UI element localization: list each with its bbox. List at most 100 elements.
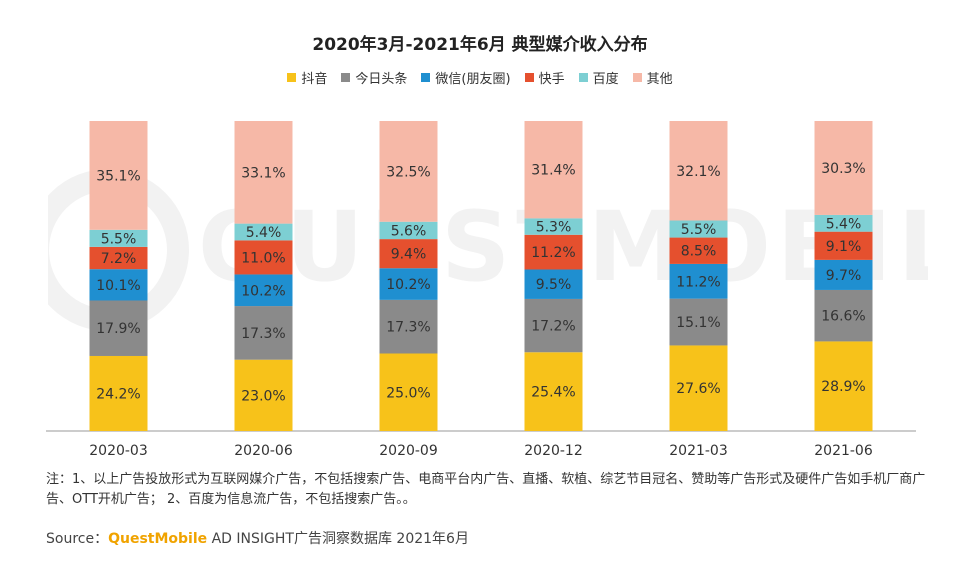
- bar-segment-toutiao-2020-06: [234, 306, 293, 360]
- source-prefix: Source：: [46, 531, 109, 547]
- bar-segment-douyin-2020-06: [234, 359, 293, 431]
- source-suffix: AD INSIGHT广告洞察数据库 2021年6月: [207, 531, 469, 547]
- x-tick-label-2020-09: 2020-09: [379, 443, 438, 459]
- data-label-wechat-2020-12: 9.5%: [536, 277, 572, 293]
- bar-segment-wechat-2020-09: [379, 268, 438, 300]
- x-tick-label-2021-03: 2021-03: [669, 443, 728, 459]
- bar-segment-other-2020-09: [379, 121, 438, 222]
- bar-segment-toutiao-2021-03: [669, 298, 728, 346]
- x-tick-label-2020-06: 2020-06: [234, 443, 293, 459]
- data-label-wechat-2020-09: 10.2%: [386, 277, 430, 293]
- data-label-kuaishou-2020-12: 11.2%: [531, 245, 575, 261]
- legend-label-kuaishou: 快手: [538, 72, 565, 87]
- bar-segment-wechat-2020-12: [524, 269, 583, 299]
- bar-segment-wechat-2020-03: [89, 269, 148, 301]
- chart-legend: 抖音 今日头条 微信(朋友圈) 快手 百度 其他: [0, 68, 960, 87]
- legend-item-kuaishou: 快手: [524, 68, 565, 87]
- bar-segment-wechat-2021-06: [814, 259, 873, 290]
- bar-segment-kuaishou-2020-06: [234, 240, 293, 275]
- data-label-wechat-2020-03: 10.1%: [96, 278, 140, 294]
- data-label-douyin-2021-03: 27.6%: [676, 381, 720, 397]
- data-label-toutiao-2020-09: 17.3%: [386, 320, 430, 336]
- bar-segment-toutiao-2020-03: [89, 300, 148, 356]
- legend-swatch-wechat: [421, 73, 431, 82]
- data-label-douyin-2021-06: 28.9%: [821, 379, 865, 395]
- bar-segment-douyin-2020-12: [524, 352, 583, 431]
- data-label-douyin-2020-12: 25.4%: [531, 385, 575, 401]
- data-label-baidu-2021-03: 5.5%: [681, 222, 717, 238]
- bar-segment-douyin-2020-09: [379, 353, 438, 431]
- legend-label-toutiao: 今日头条: [355, 72, 408, 87]
- chart-title: 2020年3月-2021年6月 典型媒介收入分布: [312, 35, 648, 55]
- bar-segment-wechat-2021-03: [669, 263, 728, 299]
- data-label-kuaishou-2021-06: 9.1%: [826, 239, 862, 255]
- x-tick-label-2020-12: 2020-12: [524, 443, 583, 459]
- bar-segment-kuaishou-2020-03: [89, 246, 148, 270]
- bar-segment-other-2020-12: [524, 121, 583, 219]
- data-label-kuaishou-2021-03: 8.5%: [681, 244, 717, 260]
- bar-segment-baidu-2021-03: [669, 220, 728, 238]
- bar-segment-baidu-2020-09: [379, 221, 438, 240]
- bar-segment-other-2021-03: [669, 121, 728, 221]
- data-label-kuaishou-2020-09: 9.4%: [391, 247, 427, 263]
- legend-swatch-other: [632, 73, 642, 82]
- bar-segment-douyin-2021-03: [669, 345, 728, 431]
- legend-swatch-kuaishou: [524, 73, 534, 82]
- bar-segment-baidu-2020-06: [234, 223, 293, 241]
- data-label-baidu-2020-12: 5.3%: [536, 220, 572, 236]
- stacked-bar-chart: 24.2% 17.9% 10.1% 7.2% 5.5% 35.1% 2020-03 23.0%…: [46, 121, 916, 459]
- data-label-wechat-2021-06: 9.7%: [826, 268, 862, 284]
- bar-segment-wechat-2020-06: [234, 274, 293, 307]
- data-label-other-2020-06: 33.1%: [241, 165, 285, 181]
- legend-swatch-toutiao: [341, 73, 351, 82]
- legend-item-douyin: 抖音: [287, 68, 327, 87]
- data-label-wechat-2021-03: 11.2%: [676, 274, 720, 290]
- bar-segment-toutiao-2021-06: [814, 289, 873, 342]
- source-brand: QuestMobile: [108, 531, 208, 547]
- bar-segment-douyin-2020-03: [89, 355, 148, 431]
- data-label-wechat-2020-06: 10.2%: [241, 283, 285, 299]
- footnote: 注：1、以上广告投放形式为互联网媒介广告，不包括搜索广告、电商平台内广告、直播、…: [46, 472, 926, 507]
- bar-segment-other-2021-06: [814, 121, 873, 215]
- data-label-toutiao-2020-12: 17.2%: [531, 319, 575, 335]
- data-label-douyin-2020-06: 23.0%: [241, 388, 285, 404]
- source-line: Source：QuestMobile AD INSIGHT广告洞察数据库 202…: [46, 528, 469, 548]
- data-label-other-2020-09: 32.5%: [386, 164, 430, 180]
- data-label-baidu-2020-09: 5.6%: [391, 223, 427, 239]
- legend-item-wechat: 微信(朋友圈): [421, 68, 511, 87]
- data-label-toutiao-2020-06: 17.3%: [241, 326, 285, 342]
- legend-item-toutiao: 今日头条: [341, 68, 407, 87]
- bar-segment-kuaishou-2021-03: [669, 237, 728, 264]
- x-tick-label-2021-06: 2021-06: [814, 443, 873, 459]
- legend-swatch-baidu: [578, 73, 588, 82]
- legend-swatch-douyin: [287, 73, 297, 82]
- data-label-kuaishou-2020-06: 11.0%: [241, 250, 285, 266]
- data-label-toutiao-2021-03: 15.1%: [676, 315, 720, 331]
- bar-segment-kuaishou-2021-06: [814, 231, 873, 260]
- bar-segment-baidu-2021-06: [814, 214, 873, 232]
- data-label-other-2020-12: 31.4%: [531, 163, 575, 179]
- legend-label-baidu: 百度: [592, 72, 619, 87]
- bar-segment-kuaishou-2020-09: [379, 239, 438, 269]
- data-label-other-2021-06: 30.3%: [821, 161, 865, 177]
- data-label-other-2020-03: 35.1%: [96, 168, 140, 184]
- legend-label-wechat: 微信(朋友圈): [435, 72, 511, 87]
- data-label-toutiao-2021-06: 16.6%: [821, 309, 865, 325]
- legend-item-baidu: 百度: [578, 68, 619, 87]
- data-label-douyin-2020-09: 25.0%: [386, 385, 430, 401]
- data-label-other-2021-03: 32.1%: [676, 164, 720, 180]
- data-label-kuaishou-2020-03: 7.2%: [101, 251, 137, 267]
- legend-label-other: 其他: [646, 72, 673, 87]
- data-label-baidu-2020-03: 5.5%: [101, 231, 137, 247]
- data-label-toutiao-2020-03: 17.9%: [96, 321, 140, 337]
- bar-segment-kuaishou-2020-12: [524, 234, 583, 270]
- bar-segment-baidu-2020-03: [89, 229, 148, 247]
- bar-segment-other-2020-06: [234, 121, 293, 224]
- bar-segment-other-2020-03: [89, 121, 148, 230]
- data-label-baidu-2020-06: 5.4%: [246, 225, 282, 241]
- bar-segment-douyin-2021-06: [814, 341, 873, 431]
- bar-segment-toutiao-2020-09: [379, 299, 438, 354]
- legend-item-other: 其他: [632, 68, 673, 87]
- legend-label-douyin: 抖音: [301, 72, 328, 87]
- bar-segment-toutiao-2020-12: [524, 298, 583, 353]
